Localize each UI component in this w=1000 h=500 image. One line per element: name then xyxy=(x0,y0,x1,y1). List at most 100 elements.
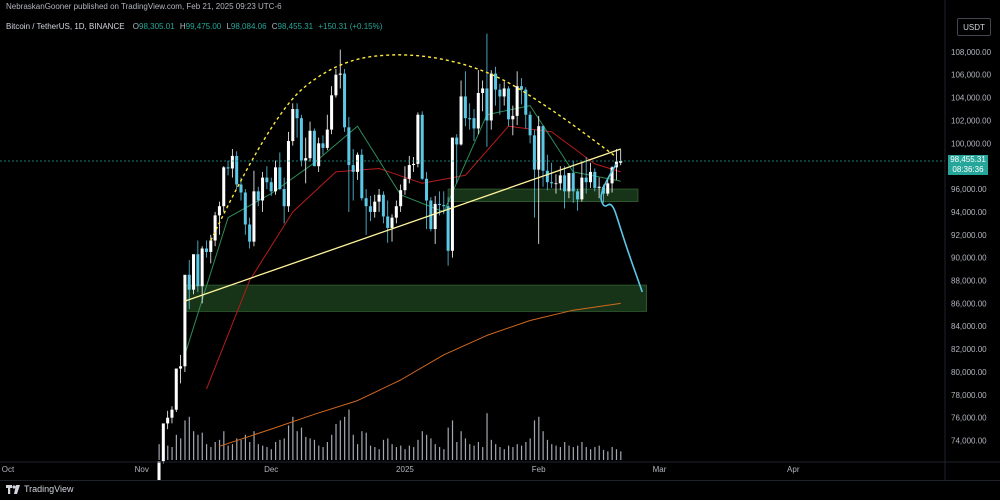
candle-body xyxy=(179,366,183,369)
volume-bar xyxy=(227,445,229,460)
candle-body xyxy=(174,368,178,410)
candle-body xyxy=(368,206,372,212)
candle-body xyxy=(554,183,558,185)
candle-body xyxy=(161,423,165,462)
volume-bar xyxy=(546,439,549,460)
candle-body xyxy=(381,194,385,217)
volume-bar xyxy=(236,438,238,460)
time-tick-label: Nov xyxy=(135,465,149,474)
volume-bar xyxy=(602,449,605,460)
candle-body xyxy=(377,194,381,202)
candle-body xyxy=(312,130,316,167)
volume-bar xyxy=(520,445,523,460)
time-tick-label: 2025 xyxy=(396,465,414,474)
volume-bar xyxy=(503,449,505,460)
candle-body xyxy=(489,73,493,121)
candle-body xyxy=(200,248,204,287)
volume-bar xyxy=(214,442,216,460)
volume-bar xyxy=(262,445,264,460)
footer-bar xyxy=(0,480,1000,500)
candle-body xyxy=(481,88,485,94)
brand-logo[interactable]: TradingView xyxy=(6,484,74,494)
candle-body xyxy=(610,167,614,184)
candle-body xyxy=(563,175,567,192)
currency-button[interactable]: USDT xyxy=(957,18,991,36)
volume-bar xyxy=(175,434,177,460)
volume-bar xyxy=(529,438,531,460)
candle-body xyxy=(545,170,549,183)
volume-bar xyxy=(456,442,458,460)
volume-bar xyxy=(417,439,419,460)
volume-bar xyxy=(426,434,428,460)
candle-body xyxy=(347,127,351,166)
candle-body xyxy=(204,248,208,252)
candle-body xyxy=(407,165,411,179)
time-tick-label: Feb xyxy=(532,465,546,474)
candle-body xyxy=(222,167,226,207)
low-value: 98,084.06 xyxy=(230,22,267,31)
volume-bar xyxy=(193,431,195,460)
volume-bar xyxy=(253,431,255,460)
volume-bar xyxy=(490,439,492,460)
bar-countdown: 08:36:36 xyxy=(952,164,984,174)
candle-body xyxy=(485,88,489,121)
price-tick-label: 102,000.00 xyxy=(951,116,992,125)
volume-bar xyxy=(469,444,471,460)
volume-bar xyxy=(197,434,199,460)
volume-bar xyxy=(223,431,225,460)
price-tick-label: 108,000.00 xyxy=(951,48,992,57)
volume-bar xyxy=(559,447,561,460)
close-label: C xyxy=(271,22,278,31)
volume-bar xyxy=(542,431,544,460)
candle-body xyxy=(213,215,217,241)
ma-long-line xyxy=(219,302,621,447)
volume-bar xyxy=(413,447,415,460)
candle-body xyxy=(472,118,476,129)
price-tick-label: 96,000.00 xyxy=(951,185,987,194)
ma-mid-line xyxy=(206,125,621,390)
tradingview-icon xyxy=(6,484,20,494)
high-value: 99,475.00 xyxy=(185,22,222,31)
volume-bar xyxy=(508,445,510,460)
projection-curve xyxy=(600,163,644,293)
volume-bar xyxy=(615,449,618,460)
volume-bar xyxy=(611,447,613,460)
candle-body xyxy=(601,186,605,194)
volume-bar xyxy=(218,439,221,460)
candle-body xyxy=(321,143,325,148)
candle-body xyxy=(196,254,200,287)
time-tick-label: Dec xyxy=(264,465,278,474)
candle-body xyxy=(571,173,575,192)
candle-body xyxy=(304,158,308,161)
candle-body xyxy=(511,115,515,120)
candle-body xyxy=(515,86,519,116)
volume-bar xyxy=(447,427,449,460)
volume-bar xyxy=(348,409,350,460)
candle-body xyxy=(494,73,498,90)
price-tick-label: 78,000.00 xyxy=(951,391,987,400)
candle-body xyxy=(463,96,467,119)
price-chart[interactable]: 108,000.00 106,000.00 104,000.00 102,000.00… xyxy=(0,0,1000,480)
symbol-label[interactable]: Bitcoin / TetherUS, 1D, BINANCE xyxy=(6,22,125,31)
candle-body xyxy=(468,118,472,120)
candle-body xyxy=(567,173,571,192)
candle-body xyxy=(450,137,454,251)
support-zones xyxy=(184,188,647,312)
volume-bar xyxy=(568,445,570,460)
price-tick-label: 80,000.00 xyxy=(951,368,987,377)
volume-bar xyxy=(525,442,527,460)
candle-body xyxy=(519,86,523,90)
volume-bar xyxy=(495,444,497,460)
candle-body xyxy=(532,135,536,170)
rounded-top-arc xyxy=(210,54,617,241)
volume-bar xyxy=(395,447,398,460)
candle-body xyxy=(524,89,528,115)
volume-bar xyxy=(482,447,484,460)
candle-body xyxy=(192,254,196,290)
volume-bar xyxy=(391,444,393,460)
volume-bar xyxy=(400,445,402,460)
close-value: 98,455.31 xyxy=(277,22,314,31)
volume-bar xyxy=(430,438,432,460)
volume-bar xyxy=(249,442,251,460)
candle-body xyxy=(235,155,239,185)
